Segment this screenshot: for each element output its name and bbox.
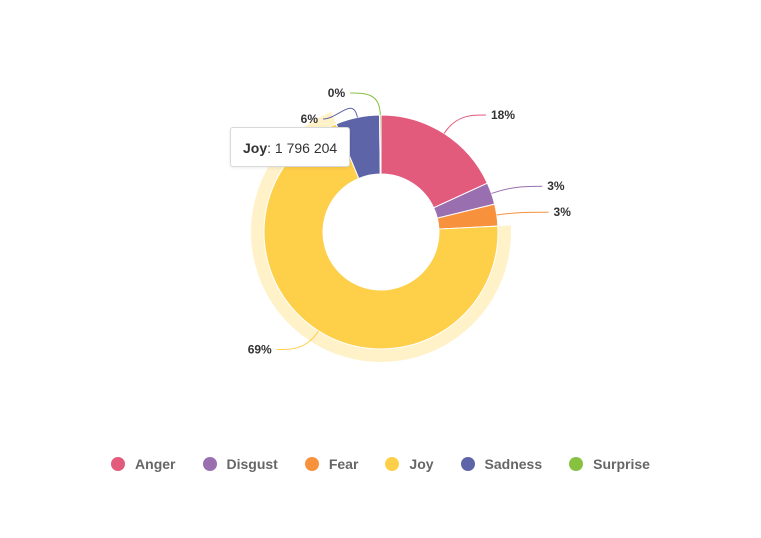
data-label-surprise: 0% [328, 86, 346, 100]
legend-label-joy: Joy [409, 456, 434, 472]
data-label-fear: 3% [554, 205, 572, 219]
data-label-joy: 69% [248, 342, 272, 356]
tooltip: Joy: 1 796 204 [230, 127, 351, 167]
slices [263, 114, 499, 350]
leader-line-fear [496, 211, 549, 216]
tooltip-value: 1 796 204 [274, 140, 338, 156]
legend-marker-sadness [460, 457, 475, 471]
legend-marker-joy [385, 457, 400, 471]
legend-label-surprise: Surprise [593, 456, 650, 472]
legend-item-anger[interactable]: Anger [111, 453, 176, 475]
leader-line-joy [276, 330, 319, 350]
legend-label-disgust: Disgust [226, 456, 278, 472]
data-label-sadness: 6% [301, 112, 319, 126]
leader-line-sadness [322, 107, 358, 120]
data-labels: 18% 3% 3% 69% 6% 0% [248, 86, 572, 356]
legend-item-sadness[interactable]: Sadness [460, 453, 543, 475]
legend-item-joy[interactable]: Joy [385, 453, 434, 475]
legend-marker-fear [304, 457, 319, 471]
legend-label-sadness: Sadness [484, 456, 543, 472]
leader-line-anger [443, 114, 487, 134]
tooltip-series-name: Joy [243, 140, 268, 156]
data-label-disgust: 3% [547, 179, 565, 193]
data-label-anger: 18% [491, 108, 515, 122]
legend-label-anger: Anger [135, 456, 176, 472]
slice-surprise[interactable] [379, 114, 382, 175]
legend-marker-anger [111, 457, 126, 471]
legend-marker-surprise [569, 457, 584, 471]
legend: Anger Disgust Fear Joy Sadness Surprise [0, 453, 761, 475]
legend-item-disgust[interactable]: Disgust [202, 453, 278, 475]
leader-line-disgust [491, 185, 543, 194]
legend-item-surprise[interactable]: Surprise [569, 453, 650, 475]
leader-line-surprise [350, 92, 381, 116]
legend-marker-disgust [202, 457, 217, 471]
legend-item-fear[interactable]: Fear [304, 453, 359, 475]
legend-label-fear: Fear [328, 456, 359, 472]
